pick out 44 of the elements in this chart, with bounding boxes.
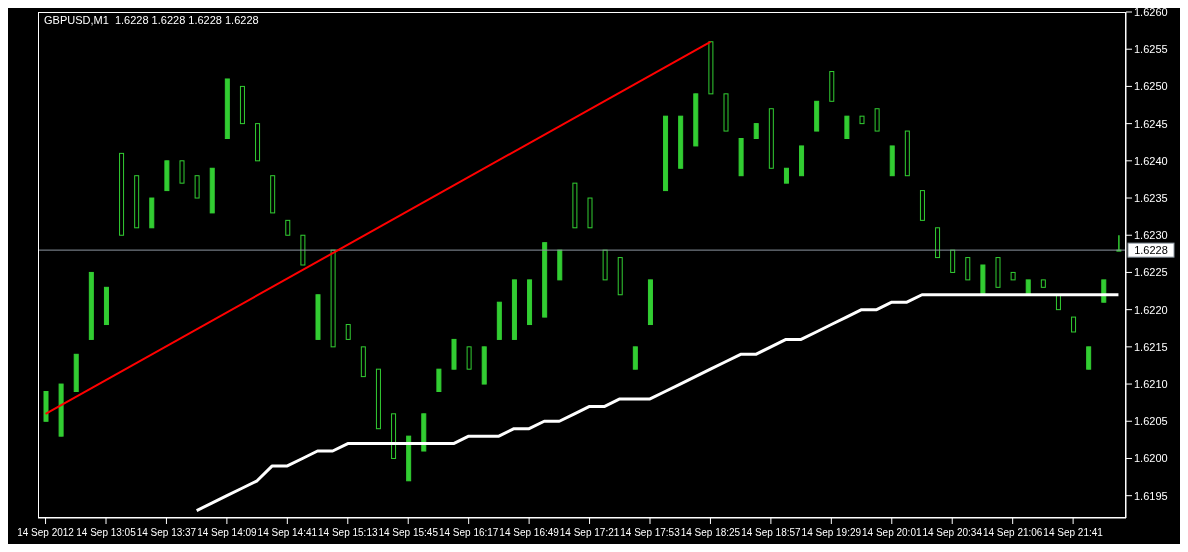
candlestick (194, 174, 200, 199)
x-tick-label: 14 Sep 15:13 (318, 527, 378, 538)
y-tick-label: 1.6205 (1134, 415, 1168, 428)
chart-title: GBPUSD,M1 1.6228 1.6228 1.6228 1.6228 (44, 14, 259, 26)
x-tick-label: 14 Sep 15:45 (378, 527, 439, 538)
ref-line-label: 1.6228 (1134, 244, 1168, 257)
x-tick-label: 14 Sep 20:01 (862, 527, 922, 538)
candlestick (179, 160, 185, 184)
x-tick-label: 14 Sep 13:05 (76, 527, 137, 538)
candlestick (844, 115, 850, 140)
candlestick (632, 346, 638, 370)
y-tick-label: 1.6240 (1134, 154, 1168, 167)
candlestick (965, 256, 971, 281)
x-tick-label: 14 Sep 20:34 (922, 527, 983, 538)
candlestick (1086, 346, 1092, 370)
candlestick (874, 107, 880, 132)
x-tick-label: 14 Sep 21:06 (982, 527, 1043, 538)
x-tick-label: 14 Sep 16:49 (499, 527, 560, 538)
x-tick-label: 14 Sep 21:41 (1043, 527, 1104, 538)
x-tick-label: 14 Sep 16:17 (438, 527, 499, 538)
x-tick-label: 14 Sep 18:57 (741, 527, 802, 538)
y-tick-label: 1.6225 (1134, 266, 1168, 279)
x-tick-label: 14 Sep 13:37 (136, 527, 197, 538)
y-tick-label: 1.6245 (1134, 117, 1168, 130)
y-tick-label: 1.6235 (1134, 191, 1168, 204)
y-tick-label: 1.6220 (1134, 303, 1168, 316)
x-tick-label: 14 Sep 14:41 (257, 527, 318, 538)
y-tick-label: 1.6260 (1134, 5, 1168, 18)
x-tick-label: 14 Sep 2012 (17, 527, 75, 538)
y-tick-label: 1.6250 (1134, 80, 1168, 93)
x-tick-label: 14 Sep 17:21 (559, 527, 620, 538)
y-tick-label: 1.6215 (1134, 340, 1168, 353)
y-tick-label: 1.6200 (1134, 452, 1168, 465)
x-tick-label: 14 Sep 14:09 (197, 527, 258, 538)
y-tick-label: 1.6210 (1134, 377, 1168, 390)
line-series (195, 293, 1120, 513)
y-tick-label: 1.6255 (1134, 43, 1168, 56)
candlestick (436, 368, 442, 393)
candlestick (466, 346, 472, 370)
x-tick-label: 14 Sep 17:53 (620, 527, 681, 538)
x-tick-label: 14 Sep 19:29 (801, 527, 862, 538)
y-tick-label: 1.6230 (1134, 229, 1168, 242)
x-tick-label: 14 Sep 18:25 (680, 527, 741, 538)
y-tick-label: 1.6195 (1134, 489, 1168, 502)
